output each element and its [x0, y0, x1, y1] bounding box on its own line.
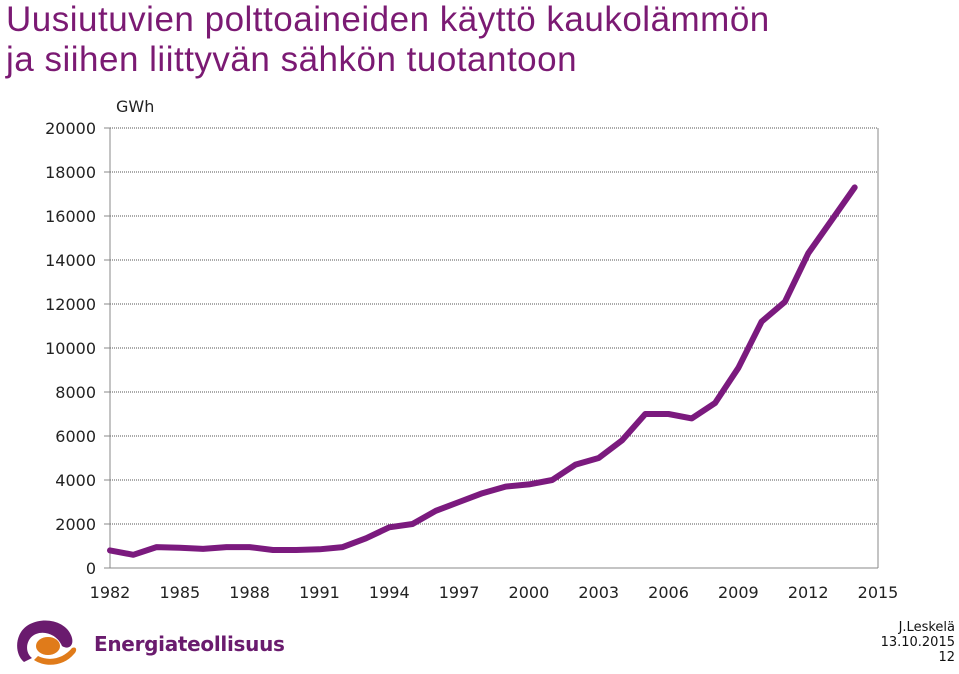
y-tick-label-20000: 20000 [45, 119, 96, 138]
x-tick-label-2000: 2000 [509, 583, 550, 602]
y-tick-label-6000: 6000 [55, 427, 96, 446]
y-tick-label-14000: 14000 [45, 251, 96, 270]
logo-icon [17, 620, 77, 665]
x-tick-label-2003: 2003 [578, 583, 619, 602]
y-unit-label: GWh [116, 97, 154, 116]
title-line-1: Uusiutuvien polttoaineiden käyttö kaukol… [6, 0, 770, 39]
y-tick-label-2000: 2000 [55, 515, 96, 534]
x-tick-label-1997: 1997 [439, 583, 480, 602]
x-tick-label-1991: 1991 [299, 583, 340, 602]
x-tick-label-2012: 2012 [788, 583, 829, 602]
y-tick-label-0: 0 [86, 559, 96, 578]
footer-date: 13.10.2015 [880, 635, 955, 650]
y-tick-label-8000: 8000 [55, 383, 96, 402]
y-tick-label-12000: 12000 [45, 295, 96, 314]
logo-text: Energiateollisuus [94, 632, 285, 656]
y-tick-label-4000: 4000 [55, 471, 96, 490]
chart-title: Uusiutuvien polttoaineiden käyttö kaukol… [6, 0, 770, 80]
x-tick-label-1982: 1982 [90, 583, 131, 602]
footer-page: 12 [938, 650, 955, 665]
y-tick-label-16000: 16000 [45, 207, 96, 226]
footer-author: J.Leskelä [898, 620, 955, 635]
energiateollisuus-logo: Energiateollisuus [12, 616, 285, 672]
y-tick-label-10000: 10000 [45, 339, 96, 358]
series-line-0 [107, 184, 858, 558]
x-tick-label-2006: 2006 [648, 583, 689, 602]
x-tick-label-2015: 2015 [858, 583, 899, 602]
slide-footer: J.Leskelä 13.10.2015 12 [881, 620, 955, 665]
x-tick-label-2009: 2009 [718, 583, 759, 602]
x-tick-label-1985: 1985 [159, 583, 200, 602]
title-line-2: ja siihen liittyvän sähkön tuotantoon [6, 40, 578, 79]
x-tick-label-1994: 1994 [369, 583, 410, 602]
x-tick-label-1988: 1988 [229, 583, 270, 602]
y-tick-label-18000: 18000 [45, 163, 96, 182]
